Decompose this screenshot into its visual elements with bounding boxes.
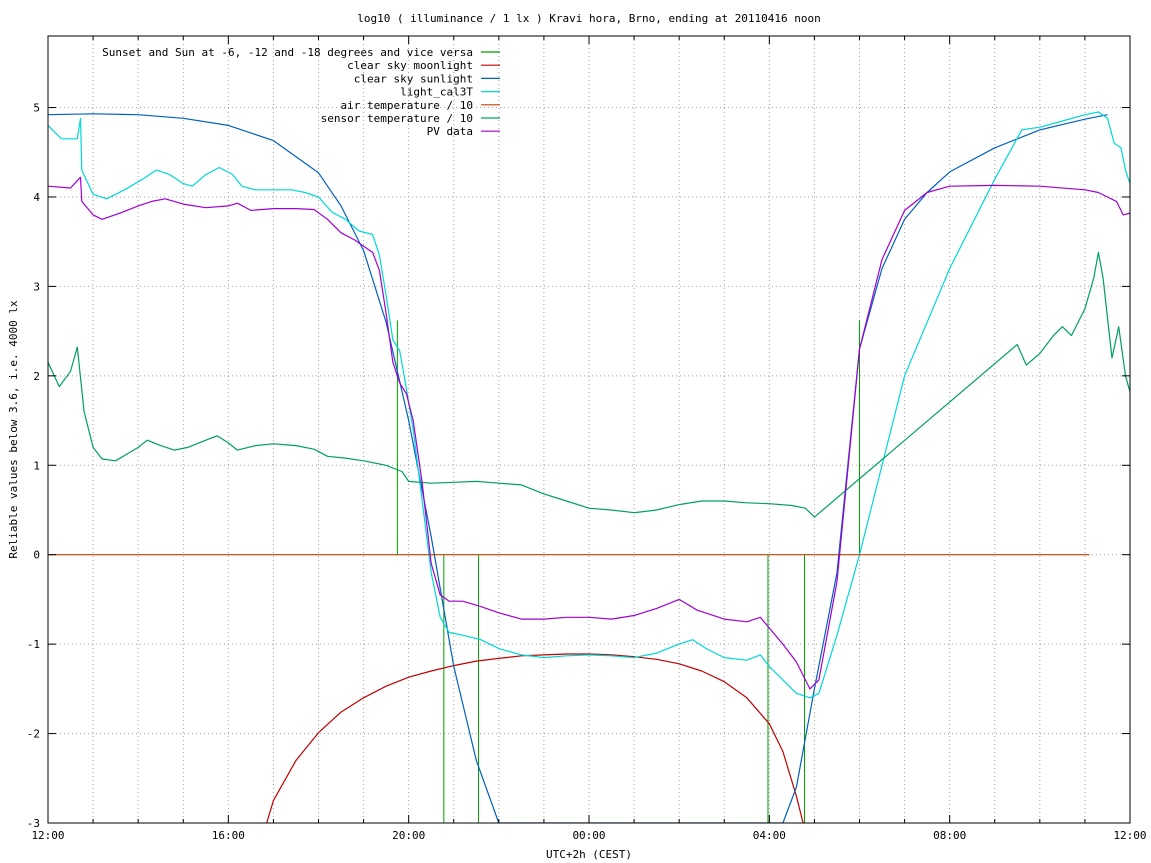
series-line-light-cal3t [48,111,1130,699]
x-tick-label: 16:00 [212,829,245,842]
chart-title: log10 ( illuminance / 1 lx ) Kravi hora,… [357,12,821,25]
series-line-clear-sky-sunlight [48,113,1108,823]
grid-layer [47,36,1131,824]
x-axis-label: UTC+2h (CEST) [546,848,632,861]
y-tick-label: 0 [33,549,40,562]
x-tick-label: 12:00 [31,829,64,842]
legend: Sunset and Sun at -6, -12 and -18 degree… [102,46,500,138]
x-tick-label: 12:00 [1113,829,1146,842]
series-line-pv-data [48,176,1130,690]
series-line-sensor-temperature-10 [48,251,1130,518]
legend-label: clear sky moonlight [347,59,473,72]
series-line-clear-sky-moonlight [266,653,804,823]
y-tick-label: 2 [33,370,40,383]
y-tick-label: 3 [33,280,40,293]
x-tick-label: 04:00 [753,829,786,842]
x-tick-label: 08:00 [933,829,966,842]
y-axis-label: Reliable values below 3.6, i.e. 4000 lx [7,300,20,559]
legend-label: Sunset and Sun at -6, -12 and -18 degree… [102,46,473,59]
y-tick-label: 5 [33,102,40,115]
legend-label: PV data [427,125,473,138]
y-tick-label: -2 [27,728,40,741]
y-tick-label: 4 [33,191,40,204]
legend-label: light_cal3T [400,86,473,99]
y-tick-label: -3 [27,817,40,830]
y-tick-label: 1 [33,459,40,472]
x-tick-label: 20:00 [392,829,425,842]
x-tick-label: 00:00 [572,829,605,842]
series-layer [48,111,1130,823]
y-tick-label: -1 [27,638,40,651]
legend-label: sensor temperature / 10 [321,112,473,125]
legend-label: clear sky sunlight [354,72,473,85]
series-sunset-and-sun-at-6-12-and-18-degrees-and-vice-versa [396,320,860,823]
legend-label: air temperature / 10 [341,99,473,112]
